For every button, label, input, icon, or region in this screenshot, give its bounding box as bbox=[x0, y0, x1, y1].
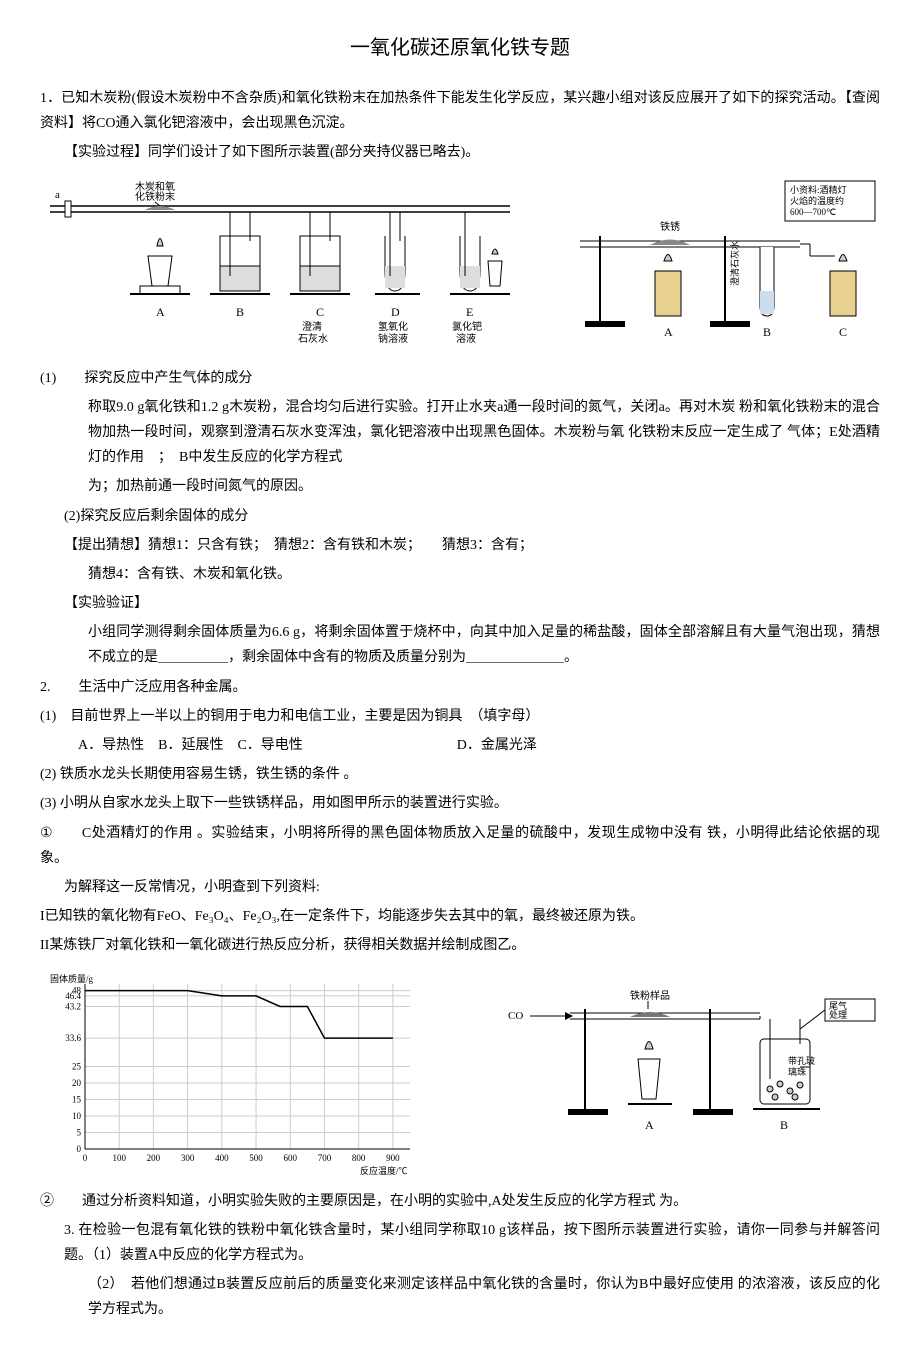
svg-text:璃珠: 璃珠 bbox=[788, 1066, 806, 1077]
svg-text:氢氧化: 氢氧化 bbox=[378, 320, 408, 333]
q1-part1-body2: 为；加热前通一段时间氮气的原因。 bbox=[40, 474, 880, 499]
svg-text:A: A bbox=[156, 305, 165, 319]
q3-p2: （2） 若他们想通过B装置反应前后的质量变化来测定该样品中氧化铁的含量时，你认为… bbox=[40, 1272, 880, 1322]
q2-figures: 0 100 200 300 400 500 600 700 800 900 0 5 10 15 20 25 33… bbox=[40, 969, 880, 1179]
svg-text:300: 300 bbox=[181, 1153, 195, 1163]
q1-part1-head: (1) 探究反应中产生气体的成分 bbox=[40, 366, 880, 391]
q1-part2-head: (2)探究反应后剩余固体的成分 bbox=[40, 504, 880, 529]
q2-p3a: (3) 小明从自家水龙头上取下一些铁锈样品，用如图甲所示的装置进行实验。 bbox=[40, 791, 880, 816]
svg-text:B: B bbox=[780, 1118, 788, 1132]
q3-stem: 3. 在检验一包混有氧化铁的铁粉中氧化铁含量时，某小组同学称取10 g该样品，按… bbox=[40, 1218, 880, 1268]
apparatus-right: 小资料:酒精灯 火焰的温度约 600—700℃ 铁锈 A 澄清石灰水 B C bbox=[560, 176, 880, 356]
q1-guess-head: 【提出猜想】猜想1：只含有铁； 猜想2：含有铁和木炭； 猜想3：含有； bbox=[40, 533, 880, 558]
svg-text:700: 700 bbox=[318, 1153, 332, 1163]
svg-text:火焰的温度约: 火焰的温度约 bbox=[790, 195, 844, 206]
svg-text:500: 500 bbox=[249, 1153, 263, 1163]
q2-p1: (1) 目前世界上一半以上的铜用于电力和电信工业，主要是因为铜具 （填字母） bbox=[40, 704, 880, 729]
svg-text:B: B bbox=[236, 305, 244, 319]
svg-text:200: 200 bbox=[147, 1153, 161, 1163]
device-C: C 澄清 石灰水 bbox=[290, 212, 350, 345]
svg-text:氯化钯: 氯化钯 bbox=[452, 320, 482, 333]
svg-text:钠溶液: 钠溶液 bbox=[378, 332, 408, 345]
q2-p3b: ① C处酒精灯的作用 。实验结束，小明将所得的黑色固体物质放入足量的硫酸中，发现… bbox=[40, 821, 880, 871]
svg-text:600—700℃: 600—700℃ bbox=[790, 207, 836, 217]
svg-text:化铁粉末: 化铁粉末 bbox=[135, 190, 175, 203]
q2-p3c: 为解释这一反常情况，小明查到下列资料: bbox=[40, 875, 880, 900]
svg-text:15: 15 bbox=[72, 1094, 82, 1104]
svg-text:48: 48 bbox=[72, 985, 82, 995]
q1-guess4: 猜想4：含有铁、木炭和氧化铁。 bbox=[40, 562, 880, 587]
q2-res1: I已知铁的氧化物有FeO、Fe₃O₄、Fe₂O₃,在一定条件下，均能逐步失去其中… bbox=[40, 904, 880, 929]
svg-text:800: 800 bbox=[352, 1153, 366, 1163]
page-title: 一氧化碳还原氧化铁专题 bbox=[40, 30, 880, 66]
q1-part1-body1: 称取9.0 g氧化铁和1.2 g木炭粉，混合均匀后进行实验。打开止水夹a通一段时… bbox=[40, 395, 880, 471]
svg-text:E: E bbox=[466, 305, 473, 319]
svg-text:D: D bbox=[391, 305, 400, 319]
q1-stem: 1．已知木炭粉(假设木炭粉中不含杂质)和氧化铁粉末在加热条件下能发生化学反应，某… bbox=[40, 86, 880, 136]
svg-text:10: 10 bbox=[72, 1111, 82, 1121]
svg-text:A: A bbox=[645, 1118, 654, 1132]
svg-text:固体质量/g: 固体质量/g bbox=[50, 973, 94, 984]
svg-text:澄清石灰水: 澄清石灰水 bbox=[729, 241, 740, 286]
svg-text:0: 0 bbox=[77, 1144, 82, 1154]
svg-text:B: B bbox=[763, 325, 771, 339]
svg-text:100: 100 bbox=[112, 1153, 126, 1163]
device-D: D 氢氧化 钠溶液 bbox=[375, 212, 420, 345]
q2-p2: (2) 铁质水龙头长期使用容易生锈，铁生锈的条件 。 bbox=[40, 762, 880, 787]
q1-diagrams: a 木炭和氧 化铁粉末 A B bbox=[40, 176, 880, 356]
svg-text:33.6: 33.6 bbox=[65, 1033, 81, 1043]
svg-text:25: 25 bbox=[72, 1061, 82, 1071]
svg-text:5: 5 bbox=[77, 1127, 82, 1137]
q2-opts: A．导热性 B．延展性 C．导电性 D．金属光泽 bbox=[40, 733, 880, 758]
device-B: B bbox=[210, 212, 270, 319]
q1-verify-head: 【实验验证】 bbox=[40, 591, 880, 616]
svg-text:铁锈: 铁锈 bbox=[660, 220, 680, 233]
svg-text:澄清: 澄清 bbox=[302, 320, 322, 333]
svg-text:小资料:酒精灯: 小资料:酒精灯 bbox=[790, 184, 847, 195]
q1-verify-body: 小组同学测得剩余固体质量为6.6 g，将剩余固体置于烧杯中，向其中加入足量的稀盐… bbox=[40, 620, 880, 670]
clamp-a-label: a bbox=[55, 189, 60, 201]
svg-text:反应温度/℃: 反应温度/℃ bbox=[360, 1165, 408, 1176]
chart-yi: 0 100 200 300 400 500 600 700 800 900 0 5 10 15 20 25 33… bbox=[40, 969, 420, 1179]
device-E: E 氯化钯 溶液 bbox=[450, 212, 510, 345]
svg-text:C: C bbox=[839, 325, 847, 339]
svg-text:C: C bbox=[316, 305, 324, 319]
apparatus-fig-jia: CO 铁粉样品 A B 带孔玻 璃珠 尾气 bbox=[500, 969, 880, 1149]
q2-p3d: ② 通过分析资料知道，小明实验失败的主要原因是，在小明的实验中,A处发生反应的化… bbox=[40, 1189, 880, 1214]
svg-text:溶液: 溶液 bbox=[456, 332, 476, 345]
q2-res2: II某炼铁厂对氧化铁和一氧化碳进行热反应分析，获得相关数据并绘制成图乙。 bbox=[40, 933, 880, 958]
svg-text:CO: CO bbox=[508, 1010, 523, 1022]
svg-text:A: A bbox=[664, 325, 673, 339]
svg-text:石灰水: 石灰水 bbox=[298, 332, 328, 345]
svg-text:0: 0 bbox=[83, 1153, 88, 1163]
q2-stem: 2. 生活中广泛应用各种金属。 bbox=[40, 675, 880, 700]
svg-text:处理: 处理 bbox=[829, 1009, 847, 1020]
svg-text:400: 400 bbox=[215, 1153, 229, 1163]
apparatus-left: a 木炭和氧 化铁粉末 A B bbox=[40, 176, 520, 356]
svg-text:43.2: 43.2 bbox=[65, 1001, 81, 1011]
device-A: A bbox=[130, 238, 190, 319]
svg-text:900: 900 bbox=[386, 1153, 400, 1163]
svg-text:带孔玻: 带孔玻 bbox=[788, 1055, 815, 1066]
svg-text:铁粉样品: 铁粉样品 bbox=[630, 989, 670, 1002]
svg-text:20: 20 bbox=[72, 1078, 82, 1088]
svg-text:600: 600 bbox=[284, 1153, 298, 1163]
q1-proc: 【实验过程】同学们设计了如下图所示装置(部分夹持仪器已略去)。 bbox=[40, 140, 880, 165]
